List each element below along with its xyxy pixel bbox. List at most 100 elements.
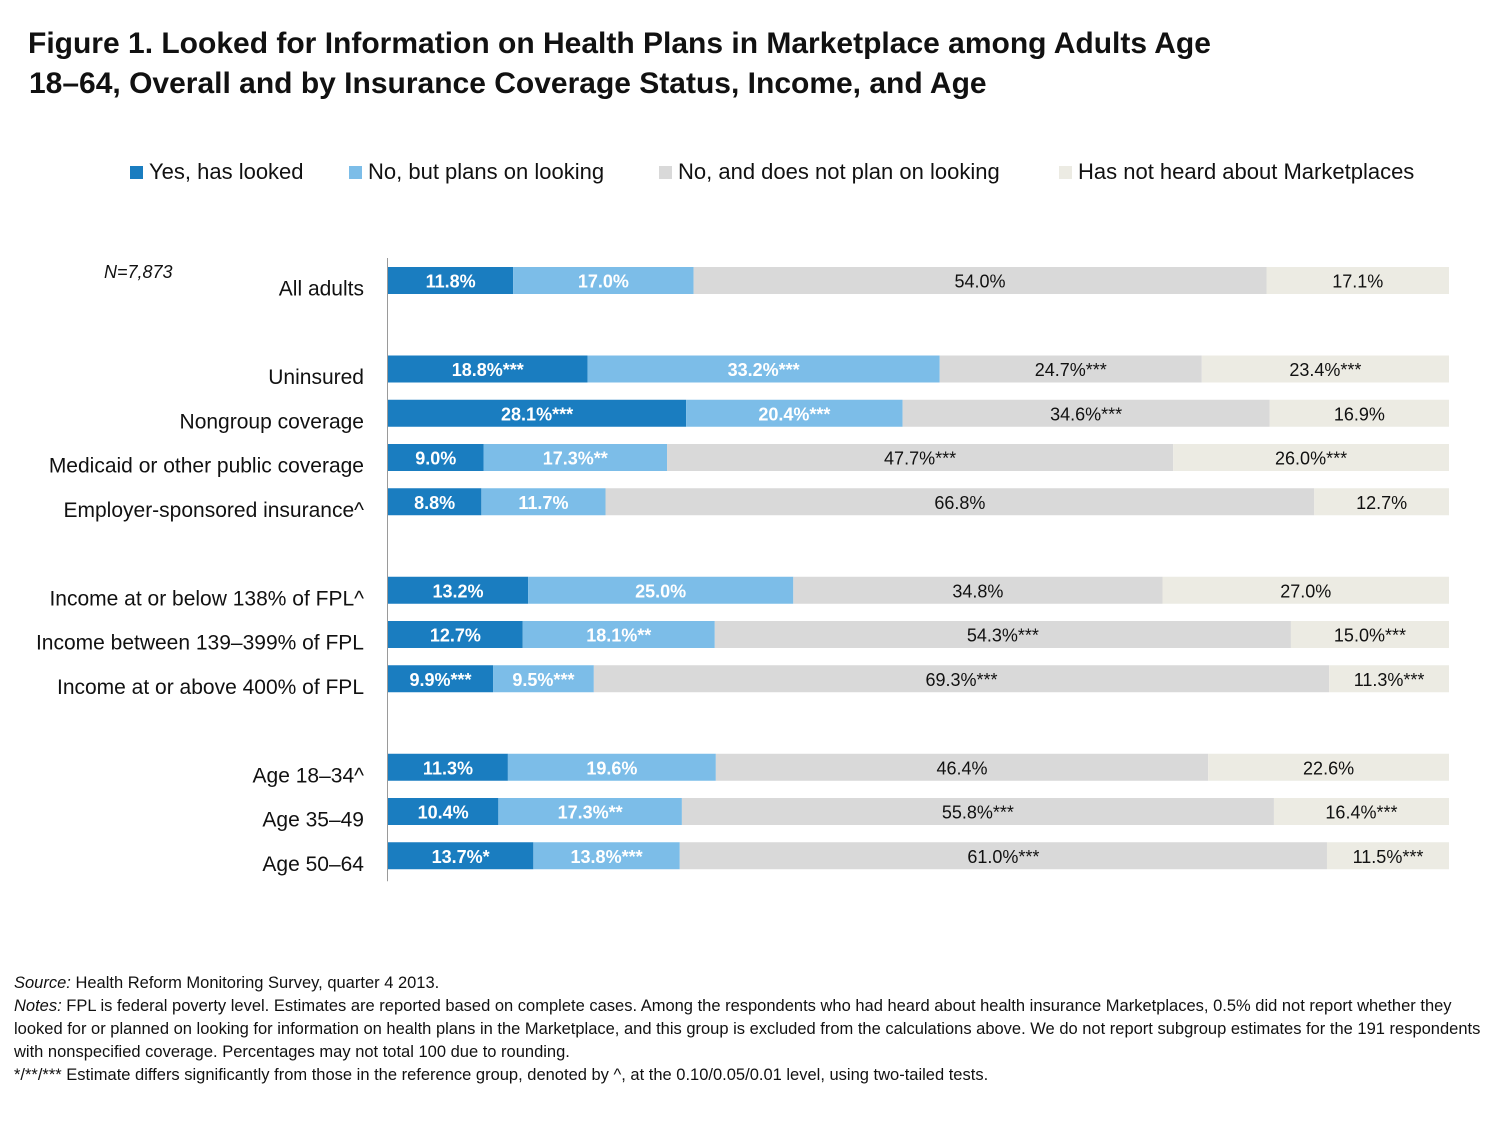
notes-text-block: Notes: FPL is federal poverty level. Est… [14, 995, 1484, 1064]
data-label-age-18-34-not: 46.4% [936, 758, 987, 778]
category-label-all-adults: All adults [279, 278, 364, 301]
bar-all-adults-plans [513, 267, 694, 294]
bar-nongroup-coverage-not [902, 399, 1270, 427]
data-label-medicaid-or-other-public-coverage-unheard: 26.0%*** [1275, 449, 1347, 469]
legend-swatch-unheard [1059, 165, 1072, 179]
bar-employer-sponsored-insurance-yes [388, 488, 482, 516]
bar-age-50-64-not [679, 842, 1327, 870]
data-label-uninsured-yes: 18.8%*** [452, 360, 524, 380]
data-label-income-between-139-399-of-fpl-plans: 18.1%** [586, 626, 651, 646]
bar-income-between-139-399-of-fpl-plans [522, 621, 715, 648]
category-label-income-at-or-below-138-of-fpl: Income at or below 138% of FPL^ [49, 587, 364, 610]
bar-all-adults-not [693, 267, 1267, 294]
bar-income-at-or-above-400-of-fpl-yes [388, 665, 494, 693]
bar-income-at-or-below-138-of-fpl-unheard [1162, 576, 1449, 604]
bar-medicaid-or-other-public-coverage-plans [483, 444, 668, 471]
legend-label-plans: No, but plans on looking [368, 159, 605, 184]
legend-item-unheard: Has not heard about Marketplaces [1059, 155, 1414, 189]
data-label-medicaid-or-other-public-coverage-plans: 17.3%** [543, 449, 608, 469]
bar-age-35-49-unheard [1273, 798, 1449, 825]
bar-uninsured-not [939, 355, 1202, 383]
bar-medicaid-or-other-public-coverage-yes [388, 444, 484, 471]
bar-age-18-34-plans [507, 753, 716, 781]
data-label-age-50-64-yes: 13.7%* [432, 847, 490, 867]
bar-age-18-34-yes [388, 753, 508, 781]
data-label-uninsured-not: 24.7%*** [1035, 360, 1107, 380]
stacked-bar-chart: N=7,873 All adults 11.8% 17.0% 54.0% 17.1% Un… [36, 258, 1449, 882]
bar-layer: All adults 11.8% 17.0% 54.0% 17.1% Uninsured 1… [36, 267, 1449, 876]
data-label-uninsured-unheard: 23.4%*** [1289, 360, 1361, 380]
data-label-all-adults-not: 54.0% [955, 272, 1006, 292]
bar-all-adults-yes [388, 267, 514, 294]
data-label-age-35-49-plans: 17.3%** [558, 803, 623, 823]
data-label-income-at-or-below-138-of-fpl-yes: 13.2% [433, 581, 484, 601]
bar-uninsured-yes [388, 355, 588, 383]
bar-age-35-49-yes [388, 798, 499, 825]
category-label-employer-sponsored-insurance: Employer-sponsored insurance^ [63, 499, 364, 522]
data-label-age-50-64-unheard: 11.5%*** [1353, 847, 1424, 867]
bar-medicaid-or-other-public-coverage-unheard [1173, 444, 1449, 471]
data-label-medicaid-or-other-public-coverage-not: 47.7%*** [884, 449, 956, 469]
legend-item-not: No, and does not plan on looking [659, 155, 1000, 189]
data-label-income-at-or-below-138-of-fpl-plans: 25.0% [635, 581, 686, 601]
bar-age-18-34-unheard [1208, 753, 1449, 781]
data-label-income-at-or-above-400-of-fpl-plans: 9.5%*** [512, 670, 574, 690]
bar-age-50-64-unheard [1326, 842, 1449, 870]
data-label-age-35-49-unheard: 16.4%*** [1325, 803, 1397, 823]
bar-all-adults-unheard [1266, 267, 1449, 294]
bar-age-35-49-not [681, 798, 1274, 825]
bar-age-35-49-plans [498, 798, 682, 825]
data-label-age-18-34-plans: 19.6% [586, 758, 637, 778]
legend-swatch-not [659, 165, 672, 179]
notes-label: Notes: [14, 997, 62, 1015]
data-label-employer-sponsored-insurance-plans: 11.7% [518, 493, 568, 513]
significance-note: */**/*** Estimate differs significantly … [14, 1066, 989, 1084]
bar-income-at-or-below-138-of-fpl-not [793, 576, 1163, 604]
data-label-income-at-or-below-138-of-fpl-unheard: 27.0% [1280, 581, 1331, 601]
data-label-age-50-64-plans: 13.8%*** [571, 847, 643, 867]
data-label-age-18-34-unheard: 22.6% [1303, 758, 1354, 778]
bar-age-50-64-plans [533, 842, 680, 870]
bar-income-between-139-399-of-fpl-unheard [1290, 621, 1449, 648]
legend-swatch-yes [130, 165, 143, 179]
data-label-income-at-or-above-400-of-fpl-unheard: 11.3%*** [1354, 670, 1425, 690]
category-label-age-50-64: Age 50–64 [262, 853, 364, 876]
chart-title: Figure 1. Looked for Information on Heal… [28, 24, 1468, 104]
bar-income-at-or-below-138-of-fpl-yes [388, 576, 529, 604]
data-label-all-adults-unheard: 17.1% [1332, 272, 1383, 292]
bar-age-50-64-yes [388, 842, 534, 870]
bar-uninsured-unheard [1201, 355, 1449, 383]
data-label-all-adults-yes: 11.8% [426, 272, 476, 292]
chart-legend: Yes, has looked No, but plans on looking… [0, 155, 1500, 189]
bar-nongroup-coverage-plans [686, 399, 903, 427]
category-label-income-at-or-above-400-of-fpl: Income at or above 400% of FPL [57, 676, 364, 699]
bar-medicaid-or-other-public-coverage-not [667, 444, 1174, 471]
category-label-income-between-139-399-of-fpl: Income between 139–399% of FPL [36, 632, 364, 655]
category-label-age-18-34: Age 18–34^ [253, 764, 365, 787]
data-label-all-adults-plans: 17.0% [578, 272, 629, 292]
legend-item-plans: No, but plans on looking [349, 155, 604, 189]
data-label-income-at-or-above-400-of-fpl-not: 69.3%*** [925, 670, 997, 690]
bar-employer-sponsored-insurance-not [605, 488, 1315, 516]
sample-size-note: N=7,873 [104, 262, 173, 282]
bar-nongroup-coverage-unheard [1269, 399, 1449, 427]
data-label-employer-sponsored-insurance-yes: 8.8% [414, 493, 455, 513]
data-label-employer-sponsored-insurance-unheard: 12.7% [1356, 493, 1407, 513]
chart-title-line-2: 18–64, Overall and by Insurance Coverage… [29, 67, 987, 100]
data-label-income-at-or-below-138-of-fpl-not: 34.8% [952, 581, 1003, 601]
data-label-age-18-34-yes: 11.3% [423, 758, 473, 778]
bar-income-at-or-below-138-of-fpl-plans [528, 576, 794, 604]
bar-uninsured-plans [587, 355, 940, 383]
bar-nongroup-coverage-yes [388, 399, 687, 427]
bar-income-at-or-above-400-of-fpl-unheard [1329, 665, 1449, 693]
source-note: Source: Health Reform Monitoring Survey,… [14, 972, 1484, 995]
bar-income-between-139-399-of-fpl-yes [388, 621, 523, 648]
bar-employer-sponsored-insurance-unheard [1314, 488, 1449, 516]
data-label-income-between-139-399-of-fpl-yes: 12.7% [430, 626, 481, 646]
data-label-age-35-49-not: 55.8%*** [942, 803, 1014, 823]
data-label-income-between-139-399-of-fpl-not: 54.3%*** [967, 626, 1039, 646]
chart-title-line-1: Figure 1. Looked for Information on Heal… [28, 27, 1211, 60]
bar-age-18-34-not [715, 753, 1209, 781]
legend-item-yes: Yes, has looked [130, 155, 304, 189]
data-label-age-50-64-not: 61.0%*** [967, 847, 1039, 867]
